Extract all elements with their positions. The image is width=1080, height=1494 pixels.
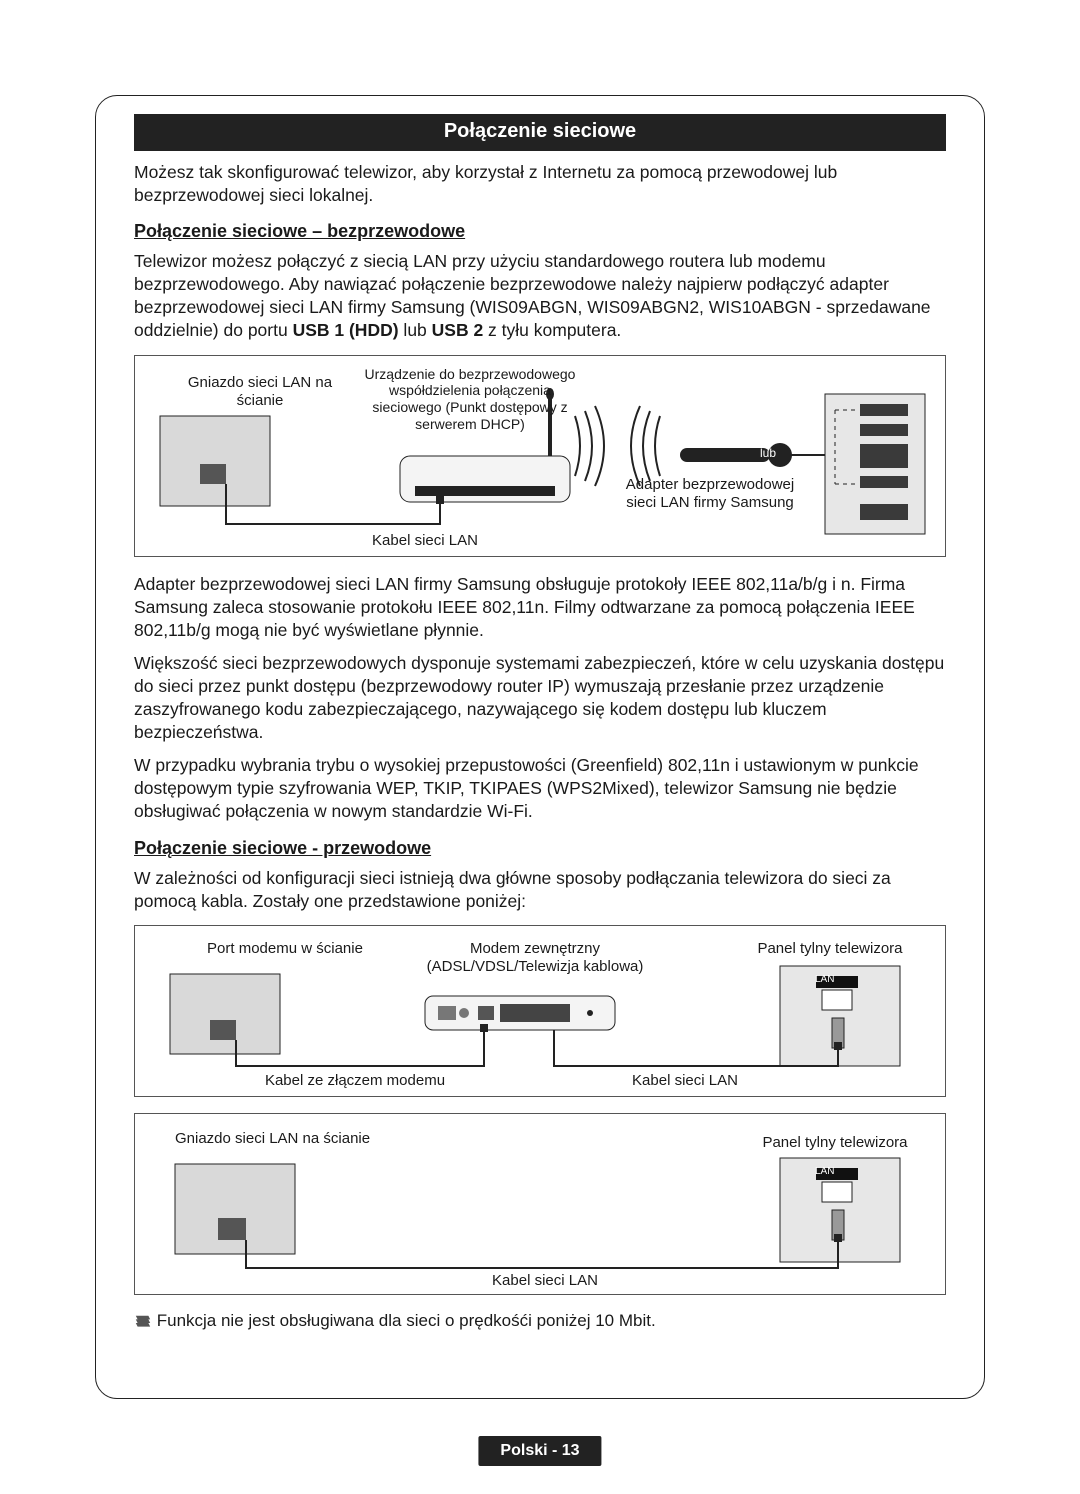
- d1-wall-label: Gniazdo sieci LAN na ścianie: [180, 374, 340, 410]
- diagram-wired-direct: Gniazdo sieci LAN na ścianie Panel tylny…: [134, 1113, 946, 1295]
- d2-modem-label: Modem zewnętrzny (ADSL/VDSL/Telewizja ka…: [415, 940, 655, 976]
- intro-paragraph: Możesz tak skonfigurować telewizor, aby …: [134, 161, 946, 207]
- d2-modemcable-label: Kabel ze złączem modemu: [245, 1072, 465, 1090]
- note-icon: [134, 1314, 152, 1328]
- d3-lancable-label: Kabel sieci LAN: [465, 1272, 625, 1290]
- usb1-label: USB 1 (HDD): [293, 320, 399, 340]
- footnote: Funkcja nie jest obsługiwana dla sieci o…: [134, 1311, 946, 1331]
- d3-wall-label: Gniazdo sieci LAN na ścianie: [175, 1130, 435, 1148]
- wireless-body-1b: z tyłu komputera.: [483, 320, 621, 340]
- d2-lan-label: LAN: [815, 974, 834, 986]
- wired-body-1: W zależności od konfiguracji sieci istni…: [134, 867, 946, 913]
- d2-lancable-label: Kabel sieci LAN: [605, 1072, 765, 1090]
- d2-wall-label: Port modemu w ścianie: [185, 940, 385, 958]
- page-frame: Połączenie sieciowe Możesz tak skonfigur…: [95, 95, 985, 1399]
- d1-adapter-label: Adapter bezprzewodowej sieci LAN firmy S…: [620, 476, 800, 512]
- wireless-body-4: W przypadku wybrania trybu o wysokiej pr…: [134, 754, 946, 823]
- d2-tv-label: Panel tylny telewizora: [725, 940, 935, 958]
- d3-tv-label: Panel tylny telewizora: [735, 1134, 935, 1152]
- page-number: Polski - 13: [478, 1436, 601, 1466]
- wired-heading: Połączenie sieciowe - przewodowe: [134, 838, 946, 859]
- diagram-wired-modem: Port modemu w ścianie Modem zewnętrzny (…: [134, 925, 946, 1097]
- section-banner: Połączenie sieciowe: [134, 114, 946, 151]
- usb2-label: USB 2: [432, 320, 484, 340]
- wireless-body-2: Adapter bezprzewodowej sieci LAN firmy S…: [134, 573, 946, 642]
- d1-cable-label: Kabel sieci LAN: [355, 532, 495, 550]
- d1-ap-label: Urządzenie do bezprzewodowego współdziel…: [355, 366, 585, 433]
- d1-or-label: lub: [760, 446, 776, 460]
- diagram-wireless: Gniazdo sieci LAN na ścianie Urządzenie …: [134, 355, 946, 557]
- lub: lub: [399, 320, 432, 340]
- footnote-text: Funkcja nie jest obsługiwana dla sieci o…: [157, 1311, 656, 1330]
- d3-lan-label: LAN: [815, 1166, 834, 1178]
- wireless-heading: Połączenie sieciowe – bezprzewodowe: [134, 221, 946, 242]
- wireless-body-1: Telewizor możesz połączyć z siecią LAN p…: [134, 250, 946, 342]
- wireless-body-3: Większość sieci bezprzewodowych dysponuj…: [134, 652, 946, 744]
